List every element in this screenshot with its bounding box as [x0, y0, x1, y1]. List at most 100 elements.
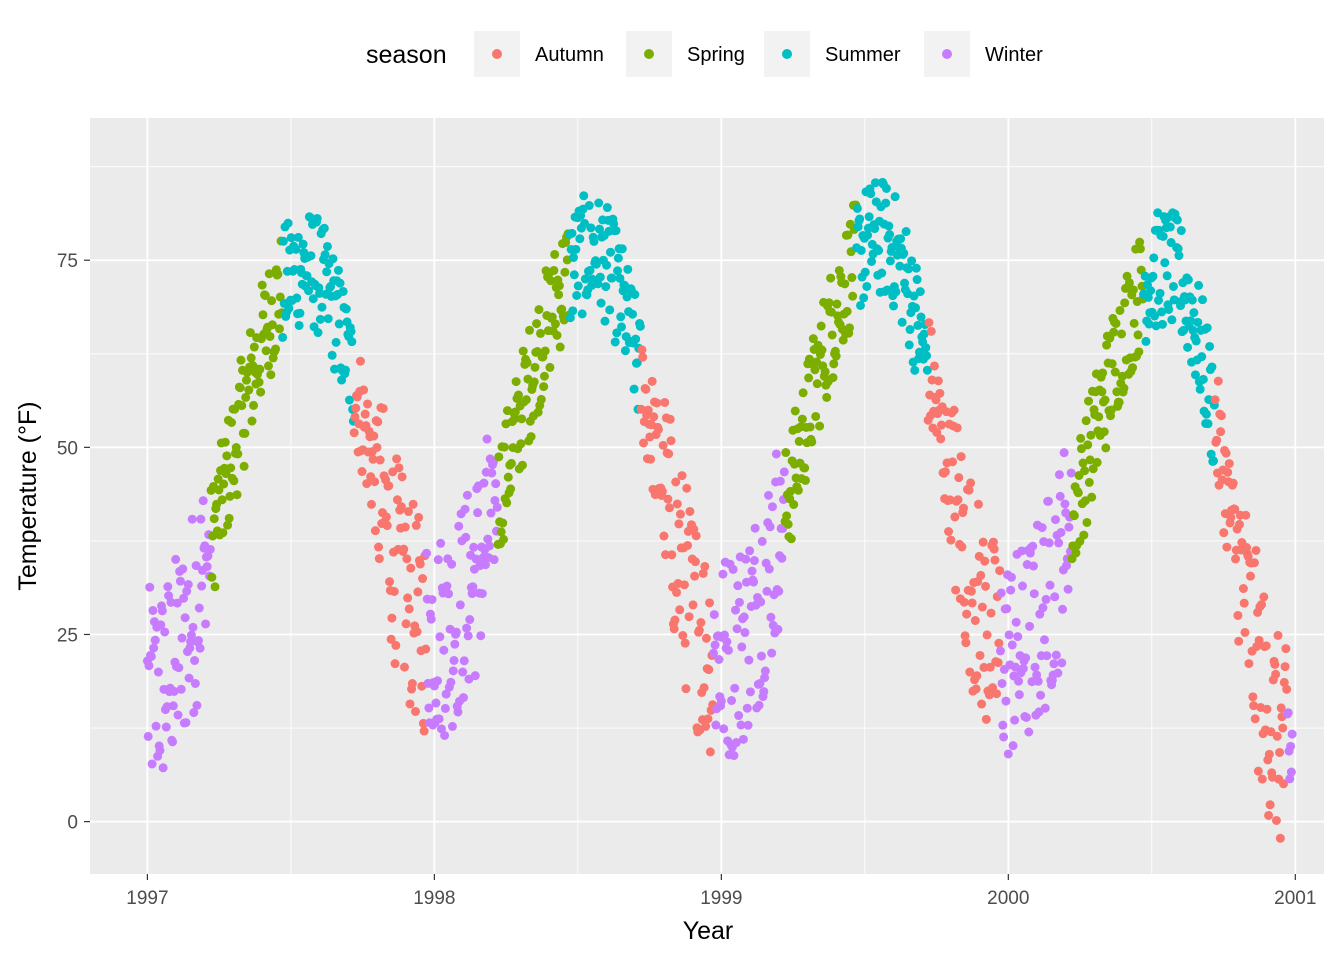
point-autumn: [951, 585, 961, 595]
point-spring: [560, 267, 570, 277]
point-winter: [739, 612, 749, 622]
point-summer: [347, 337, 357, 347]
point-autumn: [372, 442, 382, 452]
point-winter: [448, 666, 458, 676]
point-autumn: [700, 561, 710, 571]
point-spring: [233, 449, 243, 459]
point-summer: [586, 223, 596, 233]
point-spring: [545, 362, 555, 372]
point-winter: [442, 581, 452, 591]
point-summer: [620, 346, 630, 356]
point-autumn: [407, 679, 417, 689]
point-spring: [494, 452, 504, 462]
point-winter: [1021, 653, 1031, 663]
point-winter: [196, 514, 206, 524]
point-spring: [235, 383, 245, 393]
point-spring: [1080, 466, 1090, 476]
point-autumn: [980, 556, 990, 566]
point-autumn: [957, 542, 967, 552]
point-summer: [594, 224, 604, 234]
point-winter: [1286, 741, 1296, 751]
point-autumn: [954, 473, 964, 483]
point-winter: [489, 555, 499, 565]
point-autumn: [360, 409, 370, 419]
point-summer: [331, 337, 341, 347]
point-spring: [540, 346, 550, 356]
point-autumn: [384, 481, 394, 491]
point-autumn: [952, 423, 962, 433]
point-spring: [1079, 530, 1089, 540]
point-autumn: [981, 714, 991, 724]
point-autumn: [399, 544, 409, 554]
point-autumn: [669, 624, 679, 634]
point-summer: [881, 198, 891, 208]
x-tick-label: 1999: [700, 888, 742, 909]
point-summer: [921, 343, 931, 353]
point-spring: [533, 407, 543, 417]
x-axis-ticks: 1997 1998 1999 2000 2001: [126, 874, 1316, 909]
point-spring: [1129, 318, 1139, 328]
point-summer: [1207, 362, 1217, 372]
point-spring: [1098, 368, 1108, 378]
point-summer: [293, 232, 303, 242]
point-autumn: [1219, 528, 1229, 538]
point-summer: [860, 267, 870, 277]
point-winter: [480, 560, 490, 570]
point-autumn: [678, 630, 688, 640]
point-winter: [171, 554, 181, 564]
point-autumn: [1249, 558, 1259, 568]
point-winter: [188, 622, 198, 632]
point-winter: [714, 655, 724, 665]
point-spring: [1133, 330, 1143, 340]
point-winter: [1063, 584, 1073, 594]
point-spring: [1101, 443, 1111, 453]
point-winter: [734, 711, 744, 721]
point-winter: [743, 720, 753, 730]
point-autumn: [670, 615, 680, 625]
point-winter: [491, 479, 501, 489]
point-spring: [207, 572, 217, 582]
point-autumn: [1259, 592, 1269, 602]
point-spring: [546, 276, 556, 286]
point-autumn: [1230, 504, 1240, 514]
point-summer: [306, 251, 316, 261]
point-spring: [530, 362, 540, 372]
point-spring: [843, 230, 853, 240]
point-autumn: [414, 512, 424, 522]
point-spring: [1107, 359, 1117, 369]
point-spring: [554, 290, 564, 300]
point-summer: [312, 213, 322, 223]
point-spring: [239, 461, 249, 471]
point-summer: [308, 294, 318, 304]
point-winter: [1055, 491, 1065, 501]
point-spring: [781, 448, 791, 458]
point-spring: [1087, 492, 1097, 502]
point-autumn: [672, 587, 682, 597]
point-autumn: [411, 520, 421, 530]
point-autumn: [966, 586, 976, 596]
point-autumn: [1216, 411, 1226, 421]
point-winter: [1287, 729, 1297, 739]
point-summer: [1202, 323, 1212, 333]
point-winter: [144, 661, 154, 671]
point-winter: [764, 564, 774, 574]
point-summer: [909, 291, 919, 301]
point-winter: [490, 495, 500, 505]
point-spring: [223, 520, 233, 530]
point-winter: [1038, 603, 1048, 613]
point-winter: [744, 655, 754, 665]
point-autumn: [381, 512, 391, 522]
point-autumn: [1262, 704, 1272, 714]
point-autumn: [370, 526, 380, 536]
x-tick-label: 2000: [987, 888, 1029, 909]
point-summer: [1198, 295, 1208, 305]
point-summer: [907, 256, 917, 266]
point-winter: [482, 434, 492, 444]
point-summer: [915, 287, 925, 297]
point-spring: [510, 414, 520, 424]
point-spring: [782, 511, 792, 521]
point-autumn: [993, 658, 1003, 668]
point-summer: [887, 243, 897, 253]
point-autumn: [637, 345, 647, 355]
